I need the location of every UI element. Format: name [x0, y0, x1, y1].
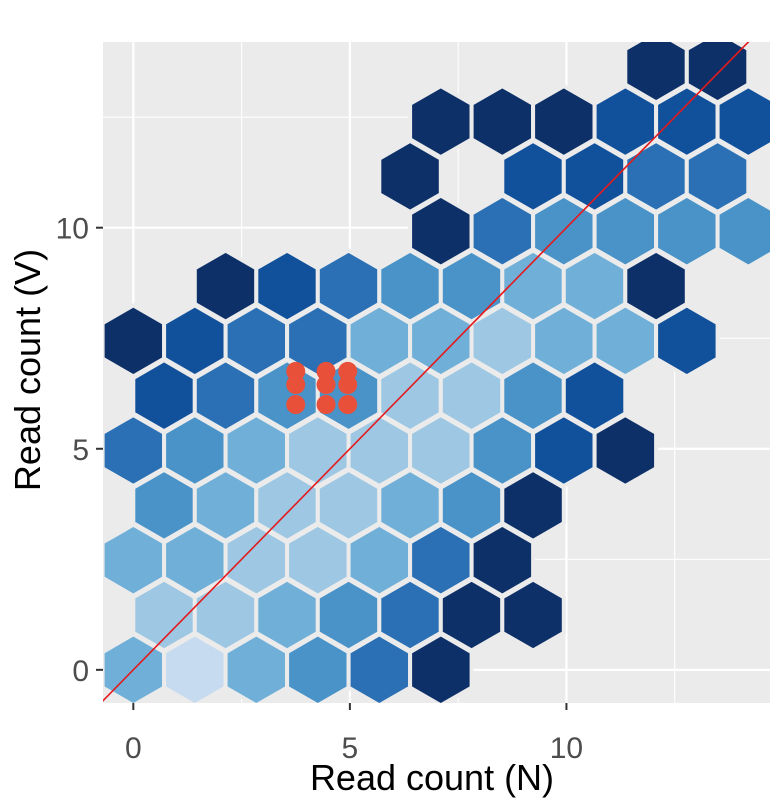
x-tick-label: 5	[342, 732, 359, 765]
hexbin-cell	[408, 83, 474, 160]
y-tick-label: 5	[72, 434, 89, 467]
hexbin-cell	[684, 42, 751, 105]
hexbin-cell	[254, 248, 320, 324]
hexbin-cell	[315, 248, 382, 324]
highlight-points-layer	[286, 361, 358, 415]
highlight-point	[286, 375, 306, 395]
highlight-point	[286, 361, 306, 381]
hexbin-cell	[623, 42, 689, 105]
x-tick-label: 0	[125, 732, 142, 765]
highlight-point	[316, 395, 336, 415]
highlight-point	[338, 395, 358, 415]
highlight-point	[338, 375, 358, 395]
hexbin-cell	[531, 83, 597, 160]
highlight-point	[286, 395, 306, 415]
y-tick-label: 10	[56, 213, 89, 246]
highlight-point	[316, 361, 336, 381]
y-axis-title: Read count (V)	[7, 249, 48, 491]
axis-ticks: 0 5 10 0 5 10	[56, 213, 583, 765]
reference-line-layer	[103, 42, 750, 702]
y-tick-label: 0	[72, 655, 89, 688]
hexbin-cell	[469, 83, 536, 160]
x-axis-title: Read count (N)	[310, 757, 554, 798]
highlight-point	[338, 361, 358, 381]
hexbin-layer	[103, 42, 770, 703]
identity-reference-line	[103, 42, 750, 702]
highlight-point	[316, 375, 336, 395]
hexbin-cell	[192, 248, 259, 324]
hexbin-cell	[103, 303, 167, 379]
x-tick-label: 10	[550, 732, 583, 765]
